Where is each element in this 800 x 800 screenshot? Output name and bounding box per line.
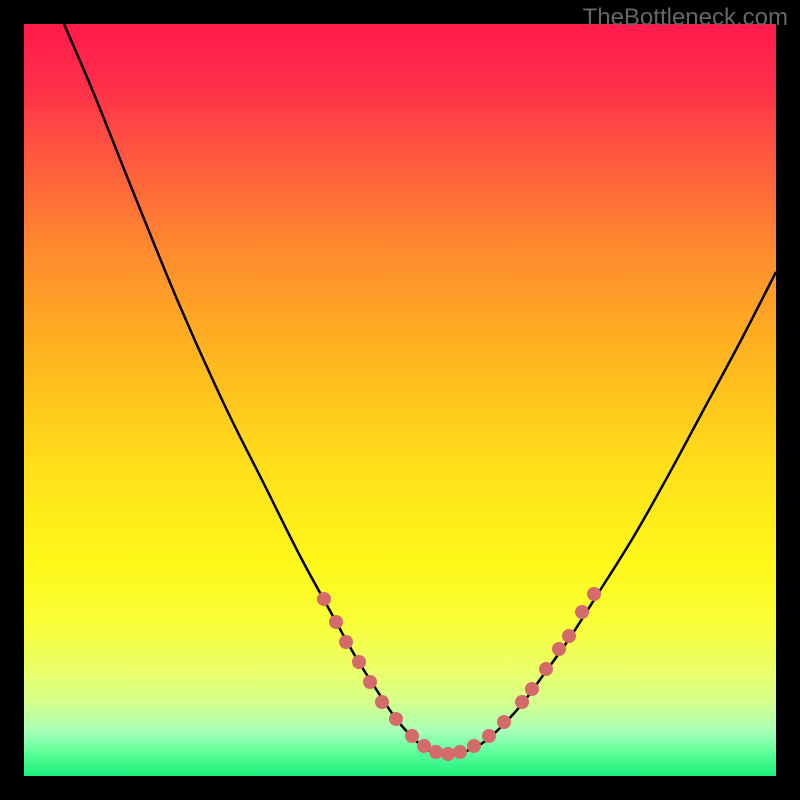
data-marker [405,729,419,743]
data-marker [389,712,403,726]
data-marker [515,695,529,709]
data-marker [467,739,481,753]
data-markers [317,587,601,761]
data-marker [429,745,443,759]
data-marker [453,745,467,759]
plot-area [24,24,776,776]
data-marker [497,715,511,729]
data-marker [329,615,343,629]
data-marker [552,642,566,656]
data-marker [575,605,589,619]
data-marker [539,662,553,676]
data-marker [339,635,353,649]
curve-left-branch [64,24,442,754]
data-marker [441,747,455,761]
curve-right-branch [442,272,776,754]
data-marker [562,629,576,643]
data-marker [375,695,389,709]
data-marker [482,729,496,743]
data-marker [525,682,539,696]
data-marker [587,587,601,601]
data-marker [417,739,431,753]
data-marker [363,675,377,689]
data-marker [317,592,331,606]
data-marker [352,655,366,669]
bottleneck-curve [24,24,776,776]
watermark-text: TheBottleneck.com [583,4,788,32]
